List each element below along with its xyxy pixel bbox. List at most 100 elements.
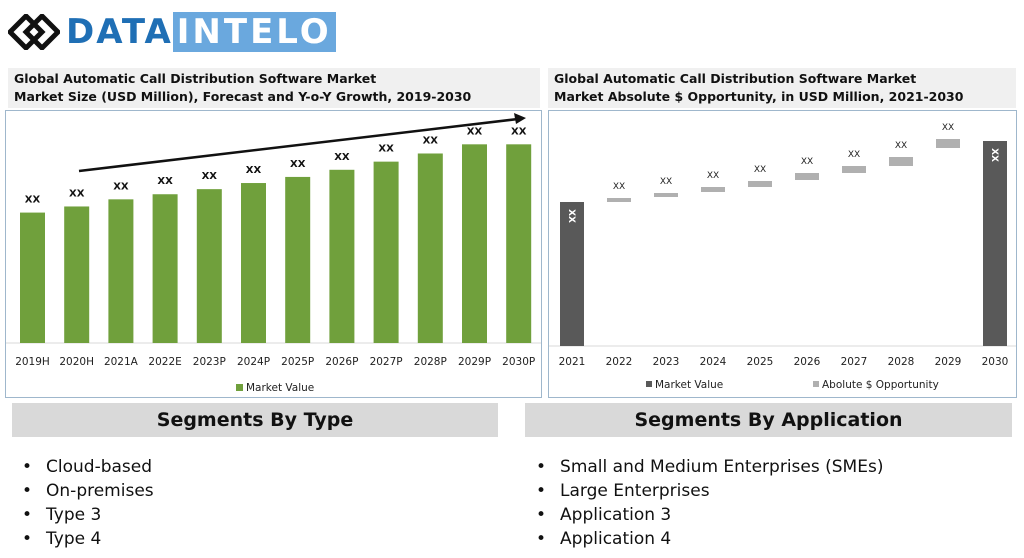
list-item: On-premises [18, 479, 154, 503]
bar-2023P [196, 189, 222, 343]
bar-2019H [20, 212, 45, 343]
data-label: XX [848, 150, 860, 160]
opportunity-bar-2024 [701, 187, 725, 192]
legend-swatch-market-value [646, 381, 652, 387]
opportunity-bar-2026 [795, 173, 819, 180]
x-tick-label: 2023P [193, 356, 226, 368]
bar-2028P [417, 153, 443, 343]
left-chart-subtitle: Market Size (USD Million), Forecast and … [14, 89, 472, 104]
list-item: Cloud-based [18, 455, 154, 479]
data-label: XX [378, 144, 394, 155]
growth-arrow-line [78, 117, 519, 173]
x-tick-label: 2021A [104, 356, 139, 368]
data-label: XX [895, 141, 907, 151]
opportunity-bar-2027 [842, 166, 866, 173]
legend-label: Market Value [655, 379, 723, 391]
bar-2024P [241, 183, 266, 343]
opportunity-bar-2029 [936, 139, 960, 148]
left-chart-title-line1: Global Automatic Call Distribution Softw… [14, 71, 377, 86]
x-tick-label: 2027P [370, 356, 403, 368]
left-chart-title: Global Automatic Call Distribution Softw… [8, 68, 540, 108]
x-tick-label: 2024 [700, 356, 727, 368]
market-value-bar-2021 [560, 202, 584, 346]
list-item: Small and Medium Enterprises (SMEs) [532, 455, 883, 479]
x-tick-label: 2027 [841, 356, 868, 368]
x-tick-label: 2023 [653, 356, 680, 368]
brand-logo: DATA INTELO [8, 12, 336, 52]
x-tick-label: 2026 [794, 356, 821, 368]
brand-name-light: INTELO [172, 12, 336, 52]
x-tick-label: 2024P [237, 356, 270, 368]
opportunity-bar-2023 [654, 193, 678, 197]
data-label: XX [113, 181, 129, 192]
list-item: Type 3 [18, 503, 154, 527]
data-label: XX [660, 177, 672, 187]
legend-label: Abolute $ Opportunity [822, 379, 939, 391]
right-chart-title: Global Automatic Call Distribution Softw… [548, 68, 1016, 108]
opportunity-chart: XX 2021 XX 2022 XX 2023 XX 2024 XX 2025 XX 2026 XX 20… [549, 123, 1016, 391]
bar-2021A [108, 199, 134, 343]
right-chart-subtitle: Market Absolute $ Opportunity, in USD Mi… [554, 89, 964, 104]
segments-type-header: Segments By Type [12, 403, 498, 437]
x-tick-label: 2022 [606, 356, 633, 368]
brand-name-dark: DATA [66, 12, 173, 52]
segments-type-list: Cloud-based On-premises Type 3 Type 4 [18, 455, 154, 551]
bar-2030P [506, 144, 532, 343]
segments-application-header: Segments By Application [525, 403, 1012, 437]
data-label: XX [707, 171, 719, 181]
bar-2026P [329, 169, 355, 343]
legend-swatch-market-value [236, 384, 243, 391]
list-item: Large Enterprises [532, 479, 883, 503]
x-tick-label: 2029P [458, 356, 491, 368]
opportunity-bar-2022 [607, 198, 631, 202]
x-tick-label: 2019H [15, 356, 50, 368]
x-tick-label: 2020H [59, 356, 94, 368]
right-chart-panel: XX 2021 XX 2022 XX 2023 XX 2024 XX 2025 XX 2026 XX 20… [548, 110, 1017, 398]
data-label: XX [989, 148, 999, 162]
market-value-bar-2030 [983, 141, 1007, 346]
x-tick-label: 2026P [325, 356, 358, 368]
list-item: Type 4 [18, 527, 154, 551]
list-item: Application 3 [532, 503, 883, 527]
data-label: XX [467, 126, 483, 137]
data-label: XX [334, 152, 350, 163]
data-label: XX [801, 157, 813, 167]
legend-label: Market Value [246, 382, 314, 394]
bar-2027P [373, 161, 399, 343]
opportunity-bar-2028 [889, 157, 913, 166]
left-chart-panel: XX 2019H XX 2020H XX 2021A XX 2022E XX 2023P XX 202… [5, 110, 542, 398]
data-label: XX [566, 209, 576, 223]
data-label: XX [69, 188, 85, 199]
data-label: XX [290, 159, 306, 170]
right-chart-title-line1: Global Automatic Call Distribution Softw… [554, 71, 917, 86]
x-tick-label: 2030 [982, 356, 1009, 368]
x-tick-label: 2025 [747, 356, 774, 368]
x-tick-label: 2025P [281, 356, 314, 368]
data-label: XX [511, 126, 527, 137]
market-size-chart: XX 2019H XX 2020H XX 2021A XX 2022E XX 2023P XX 202… [6, 113, 541, 394]
data-label: XX [754, 165, 766, 175]
bar-2022E [152, 194, 178, 343]
bar-2025P [285, 176, 311, 343]
x-tick-label: 2028P [414, 356, 447, 368]
list-item: Application 4 [532, 527, 883, 551]
data-label: XX [613, 182, 625, 192]
segments-application-list: Small and Medium Enterprises (SMEs) Larg… [532, 455, 883, 551]
data-label: XX [157, 176, 173, 187]
bar-2020H [64, 206, 90, 343]
x-tick-label: 2022E [148, 356, 181, 368]
growth-arrow-head-icon [514, 113, 526, 124]
bar-2029P [462, 144, 487, 343]
x-tick-label: 2021 [559, 356, 586, 368]
legend-swatch-opportunity [813, 381, 819, 387]
data-label: XX [423, 135, 439, 146]
x-tick-label: 2029 [935, 356, 962, 368]
data-label: XX [202, 171, 218, 182]
logo-diamond-icon [8, 14, 60, 50]
x-tick-label: 2030P [502, 356, 535, 368]
data-label: XX [942, 123, 954, 133]
data-label: XX [25, 195, 41, 206]
opportunity-bar-2025 [748, 181, 772, 187]
data-label: XX [246, 165, 262, 176]
x-tick-label: 2028 [888, 356, 915, 368]
